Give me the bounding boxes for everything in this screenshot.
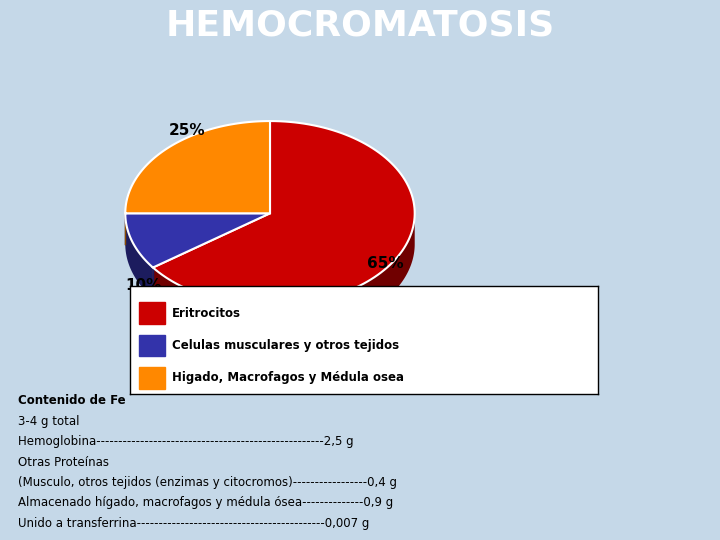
Text: Higado, Macrofagos y Médula osea: Higado, Macrofagos y Médula osea xyxy=(172,372,404,384)
Text: Celulas musculares y otros tejidos: Celulas musculares y otros tejidos xyxy=(172,339,399,352)
Bar xyxy=(139,335,165,356)
Bar xyxy=(139,367,165,389)
Text: Unido a transferrina-------------------------------------------0,007 g: Unido a transferrina--------------------… xyxy=(18,517,369,530)
Text: Almacenado hígado, macrofagos y médula ósea--------------0,9 g: Almacenado hígado, macrofagos y médula ó… xyxy=(18,496,393,509)
Text: 25%: 25% xyxy=(168,123,205,138)
Polygon shape xyxy=(153,214,415,336)
Text: Contenido de Fe: Contenido de Fe xyxy=(18,394,125,407)
Polygon shape xyxy=(125,213,153,298)
Text: Hemoglobina----------------------------------------------------2,5 g: Hemoglobina-----------------------------… xyxy=(18,435,354,448)
Text: Eritrocitos: Eritrocitos xyxy=(172,307,240,320)
Text: 3-4 g total: 3-4 g total xyxy=(18,415,79,428)
Text: 65%: 65% xyxy=(367,256,404,272)
Text: 10%: 10% xyxy=(125,278,161,293)
Bar xyxy=(139,302,165,324)
Text: Otras Proteínas: Otras Proteínas xyxy=(18,456,109,469)
Text: (Musculo, otros tejidos (enzimas y citocromos)-----------------0,4 g: (Musculo, otros tejidos (enzimas y citoc… xyxy=(18,476,397,489)
Polygon shape xyxy=(125,121,270,213)
Polygon shape xyxy=(125,213,270,267)
Text: HEMOCROMATOSIS: HEMOCROMATOSIS xyxy=(166,8,554,42)
Polygon shape xyxy=(153,121,415,306)
